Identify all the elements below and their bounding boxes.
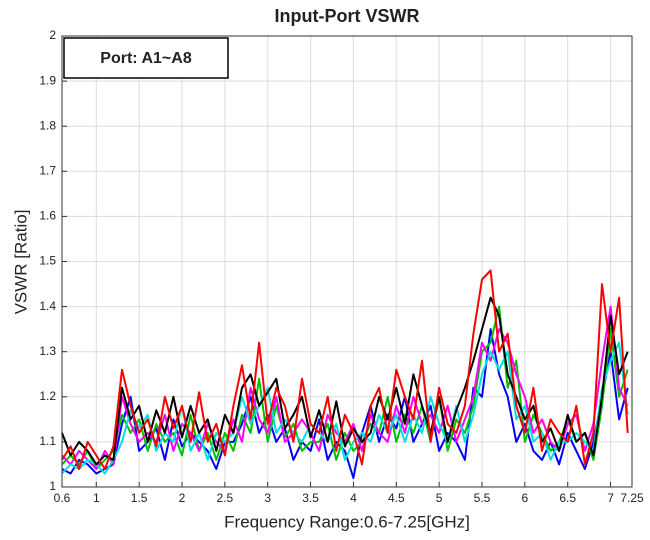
x-tick-label: 6 — [522, 491, 529, 505]
chart-title: Input-Port VSWR — [275, 6, 420, 26]
y-tick-label: 1.5 — [39, 254, 56, 268]
series-line — [61, 296, 629, 466]
y-tick-label: 1.8 — [39, 118, 56, 132]
x-tick-label: 5.5 — [474, 491, 491, 505]
lines — [61, 269, 629, 479]
annotation: Port: A1~A8 — [100, 50, 192, 67]
x-tick-label: 4.5 — [388, 491, 405, 505]
y-tick-label: 1.9 — [39, 73, 56, 87]
x-axis-label: Frequency Range:0.6-7.25[GHz] — [224, 512, 470, 531]
x-tick-label: 0.6 — [54, 491, 71, 505]
x-tick-label: 6.5 — [559, 491, 576, 505]
annotation-box — [63, 37, 229, 79]
x-tick-label: 1.5 — [131, 491, 148, 505]
series-line — [61, 269, 629, 470]
series-line — [61, 341, 629, 475]
y-tick-label: 1.7 — [39, 163, 56, 177]
y-tick-label: 1.4 — [39, 299, 56, 313]
x-tick-label: 3 — [264, 491, 271, 505]
y-tick-label: 1.1 — [39, 434, 56, 448]
x-tick-label: 4 — [350, 491, 357, 505]
y-tick-label: 1.3 — [39, 344, 56, 358]
y-tick-label: 1.2 — [39, 389, 56, 403]
series-line — [61, 305, 629, 470]
y-axis-label: VSWR [Ratio] — [11, 210, 30, 315]
y-tick-label: 1 — [49, 479, 56, 493]
x-tick-label: 1 — [93, 491, 100, 505]
x-tick-label: 3.5 — [302, 491, 319, 505]
plot-frame — [61, 35, 633, 488]
series-line — [61, 328, 629, 479]
x-tick-label: 7.25 — [620, 491, 644, 505]
x-tick-label: 2.5 — [217, 491, 234, 505]
x-tick-label: 5 — [436, 491, 443, 505]
y-tick-label: 2 — [49, 28, 56, 42]
y-tick-label: 1.6 — [39, 209, 56, 223]
x-tick-label: 2 — [179, 491, 186, 505]
x-tick-label: 7 — [607, 491, 614, 505]
